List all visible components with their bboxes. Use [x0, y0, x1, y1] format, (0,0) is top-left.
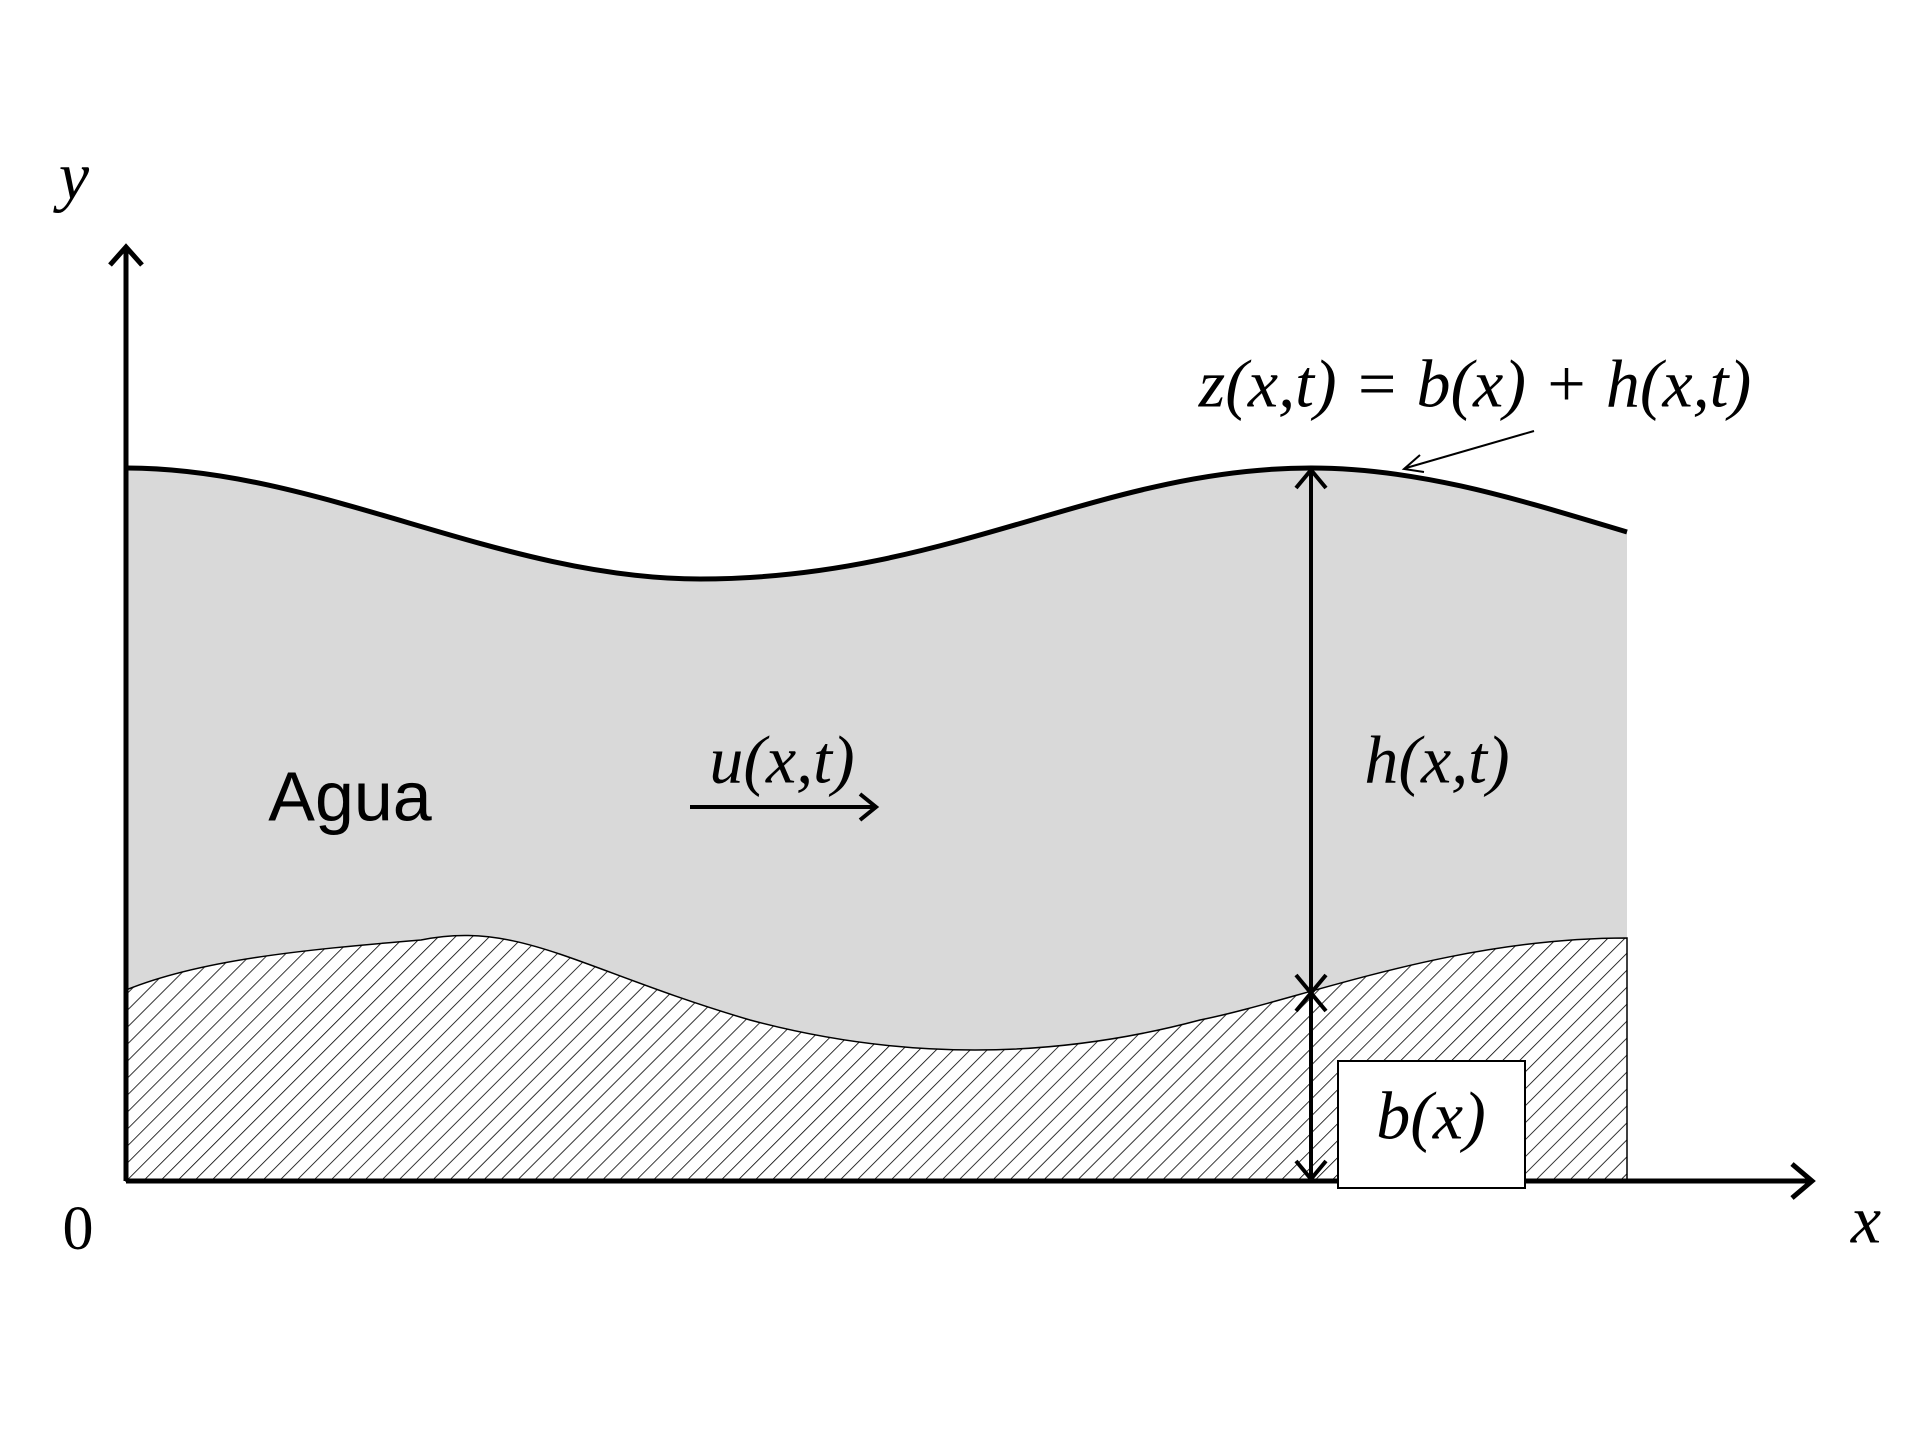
water-region — [126, 468, 1627, 1050]
depth-label: h(x,t) — [1364, 722, 1509, 798]
axes — [108, 243, 1816, 1200]
velocity-arrow — [690, 792, 880, 822]
velocity-label: u(x,t) — [709, 722, 854, 798]
water-label: Agua — [268, 757, 432, 835]
surface-label: z(x,t) = b(x) + h(x,t) — [1198, 346, 1751, 422]
depth-arrow — [1294, 466, 1328, 1183]
bed-label: b(x) — [1376, 1078, 1485, 1154]
x-axis-label: x — [1850, 1182, 1881, 1258]
water-surface — [125, 465, 1628, 582]
bed-region — [125, 934, 1628, 1182]
origin-label: 0 — [63, 1195, 94, 1263]
y-axis-label: y — [53, 138, 90, 214]
surface-pointer — [1401, 430, 1535, 473]
bed-label-box — [1337, 1060, 1526, 1189]
